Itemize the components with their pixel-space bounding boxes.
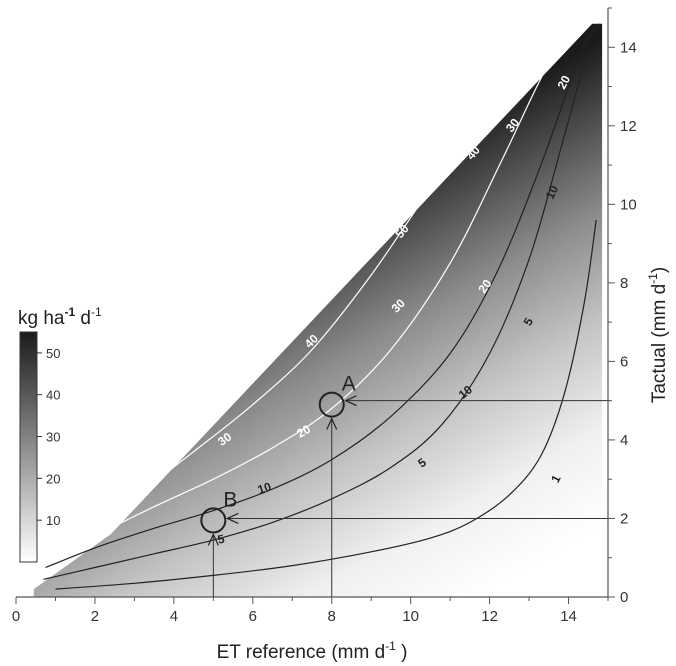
y-tick-label: 10 <box>620 196 637 213</box>
point-marker-a <box>318 391 345 418</box>
colorbar-tick-label: 50 <box>46 346 60 361</box>
colorbar-title: kg ha-1 d-1 <box>18 305 102 329</box>
y-tick-label: 8 <box>620 275 628 292</box>
contour-label: 5 <box>216 532 226 547</box>
x-axis-title: ET reference (mm d-1 ) <box>217 639 408 663</box>
y-axis: 0 2 4 6 8 10 12 14 <box>607 7 637 606</box>
y-tick-label: 14 <box>620 39 637 56</box>
colorbar-tick-label: 20 <box>46 471 60 486</box>
colorbar-tick-label: 40 <box>46 388 60 403</box>
reference-arrows <box>213 401 610 597</box>
contour-label: 20 <box>555 73 574 92</box>
point-marker-b <box>200 507 227 534</box>
colorbar-tick-label: 10 <box>46 513 60 528</box>
x-tick-label: 10 <box>402 608 419 625</box>
contour-line-40 <box>118 156 451 498</box>
contour-lines <box>43 23 601 590</box>
x-tick-label: 0 <box>12 608 20 625</box>
y-tick-label: 6 <box>620 353 628 370</box>
y-tick-label: 12 <box>620 118 637 135</box>
y-axis-title: Tactual (mm d-1) <box>646 267 670 403</box>
colorbar-swatch <box>19 331 38 563</box>
x-tick-label: 4 <box>170 608 178 625</box>
x-tick-label: 12 <box>481 608 498 625</box>
y-tick-label: 2 <box>620 510 628 527</box>
contour-label: 10 <box>543 183 561 201</box>
colorbar: kg ha-1 d-1 10 20 30 40 50 <box>18 305 102 563</box>
contour-label: 20 <box>97 510 116 529</box>
contour-label: 20 <box>294 422 313 441</box>
contour-label: 10 <box>256 479 273 497</box>
colorbar-tick-label: 30 <box>46 430 60 445</box>
contour-line-5 <box>43 47 589 580</box>
point-label: B <box>223 488 237 511</box>
highlight-points: AB <box>200 373 356 534</box>
y-tick-label: 4 <box>620 432 628 449</box>
x-tick-label: 8 <box>328 608 336 625</box>
x-tick-label: 6 <box>249 608 257 625</box>
x-axis: 0 2 4 6 8 10 12 14 <box>12 596 609 625</box>
colorbar-ticks: 10 20 30 40 50 <box>37 346 60 528</box>
contour-line-30 <box>78 86 514 537</box>
point-label: A <box>342 373 356 396</box>
x-tick-label: 2 <box>91 608 99 625</box>
contour-line-50 <box>185 211 388 417</box>
contour-line-1 <box>55 219 597 590</box>
x-tick-label: 14 <box>560 608 577 625</box>
value-field <box>33 23 603 597</box>
contour-line-10 <box>45 23 601 569</box>
y-tick-label: 0 <box>620 589 628 606</box>
